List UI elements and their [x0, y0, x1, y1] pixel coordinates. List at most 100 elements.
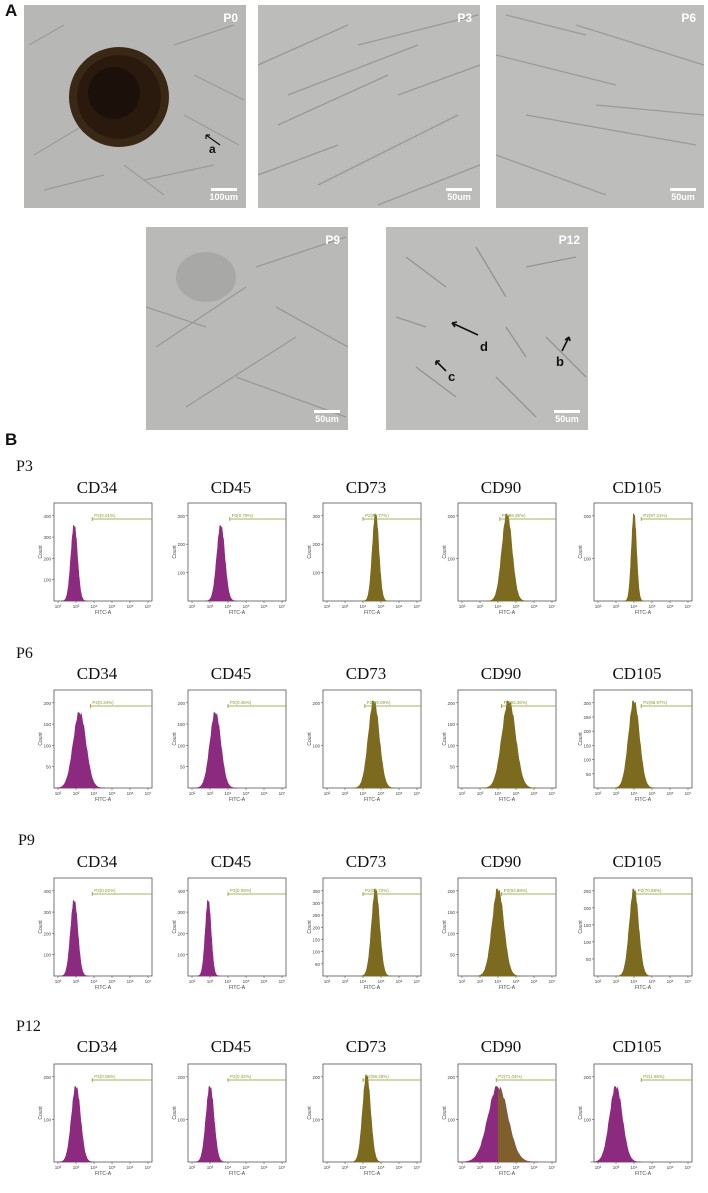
histogram-svg: 50 100 150 200 250 300 Count 10² 10³ 10⁴ 10⁵ 10⁶ 10⁷…	[578, 689, 693, 802]
passage-label: P6	[681, 11, 696, 25]
y-tick-label: 100	[312, 950, 320, 955]
y-tick-label: 200	[177, 701, 185, 706]
x-tick-label: 10²	[55, 604, 62, 609]
x-tick-label: 10⁶	[531, 791, 538, 796]
x-tick-label: 10²	[459, 1165, 466, 1170]
y-tick-label: 300	[312, 901, 320, 906]
y-tick-label: 100	[583, 758, 591, 763]
y-tick-label: 200	[43, 701, 51, 706]
gate-label: P2(97.21%)	[643, 513, 667, 518]
marker-title: CD105	[612, 664, 662, 683]
x-tick-label: 10⁶	[667, 791, 674, 796]
x-tick-label: 10⁶	[127, 791, 134, 796]
passage-row-label: P3	[16, 458, 33, 475]
y-tick-label: 100	[43, 1117, 51, 1122]
y-tick-label: 50	[315, 962, 321, 967]
y-tick-label: 100	[43, 578, 51, 583]
x-tick-label: 10⁵	[649, 791, 656, 796]
x-tick-label: 10⁷	[549, 604, 556, 609]
x-tick-label: 10²	[189, 1165, 196, 1170]
cell-texture	[24, 5, 246, 208]
histogram-svg: 100 200 300 400 Count 10² 10³ 10⁴ 10⁵ 10⁶ 10⁷ FITC-…	[172, 877, 287, 990]
y-tick-label: 200	[43, 1075, 51, 1080]
x-tick-label: 10⁷	[145, 1165, 152, 1170]
passage-label: P3	[457, 11, 472, 25]
y-axis-label: Count	[172, 732, 178, 746]
x-tick-label: 10⁵	[109, 791, 116, 796]
marker-title: CD34	[76, 478, 118, 497]
marker-title: CD34	[76, 852, 118, 871]
histogram-svg: 100 200 Count 10² 10³ 10⁴ 10⁵ 10⁶ 10⁷ FITC-A P2(0.…	[172, 1063, 287, 1176]
flow-histogram-p6-cd90: 50 100 150 200 Count 10² 10³ 10⁴ 10⁵ 10⁶ 10⁷ FITC-A…	[440, 684, 562, 802]
x-tick-label: 10⁶	[396, 791, 403, 796]
x-tick-label: 10²	[189, 979, 196, 984]
x-tick-label: 10³	[477, 979, 484, 984]
x-tick-label: 10⁶	[396, 604, 403, 609]
x-tick-label: 10⁷	[279, 791, 286, 796]
y-tick-label: 100	[312, 571, 320, 576]
x-axis-label: FITC-A	[229, 610, 246, 615]
x-tick-label: 10⁵	[109, 979, 116, 984]
x-tick-label: 10⁷	[685, 791, 692, 796]
x-tick-label: 10²	[324, 979, 331, 984]
y-tick-label: 150	[583, 923, 591, 928]
y-tick-label: 200	[312, 925, 320, 930]
x-tick-label: 10⁴	[495, 604, 502, 609]
y-axis-label: Count	[578, 1106, 584, 1120]
x-axis-label: FITC-A	[635, 610, 652, 615]
y-tick-label: 50	[46, 765, 52, 770]
y-tick-label: 100	[583, 556, 591, 561]
x-tick-label: 10⁶	[667, 979, 674, 984]
y-tick-label: 350	[312, 889, 320, 894]
histogram-peak	[350, 1074, 383, 1163]
x-tick-label: 10⁷	[145, 979, 152, 984]
x-tick-label: 10²	[595, 791, 602, 796]
y-tick-label: 250	[583, 715, 591, 720]
marker-title: CD45	[210, 478, 252, 497]
y-tick-label: 300	[177, 514, 185, 519]
histogram-svg: 100 200 300 400 Count 10² 10³ 10⁴ 10⁵ 10⁶ 10⁷ FITC-…	[38, 877, 153, 990]
y-tick-label: 200	[312, 1075, 320, 1080]
flow-histogram-p9-cd45: 100 200 300 400 Count 10² 10³ 10⁴ 10⁵ 10⁶ 10⁷ FITC-…	[170, 872, 292, 990]
y-axis-label: Count	[172, 920, 178, 934]
histogram-peak	[204, 525, 237, 602]
histogram-peak	[481, 700, 537, 789]
x-tick-label: 10⁵	[109, 1165, 116, 1170]
x-tick-label: 10⁶	[127, 979, 134, 984]
histogram-peak	[54, 712, 106, 789]
y-axis-label: Count	[172, 1106, 178, 1120]
x-tick-label: 10³	[613, 979, 620, 984]
gate-label: P2(1.95%)	[643, 1074, 665, 1079]
histogram-svg: 50 100 150 200 Count 10² 10³ 10⁴ 10⁵ 10⁶ 10⁷ FITC-A…	[38, 689, 153, 802]
flow-histogram-p6-cd45: 50 100 150 200 Count 10² 10³ 10⁴ 10⁵ 10⁶ 10⁷ FITC-A…	[170, 684, 292, 802]
histogram-peak	[60, 525, 88, 602]
histogram-peak	[57, 1086, 95, 1163]
x-tick-label: 10⁶	[261, 791, 268, 796]
y-tick-label: 200	[312, 701, 320, 706]
x-tick-label: 10⁷	[685, 1165, 692, 1170]
flow-histogram-p12-cd34: 100 200 Count 10² 10³ 10⁴ 10⁵ 10⁶ 10⁷ FITC-A P2(0.…	[36, 1058, 158, 1176]
marker-title: CD105	[612, 478, 662, 497]
marker-title: CD105	[612, 852, 662, 871]
gate-label: P2(99.72%)	[365, 888, 389, 893]
histogram-svg: 100 200 Count 10² 10³ 10⁴ 10⁵ 10⁶ 10⁷ FITC-A P2(99…	[307, 689, 422, 802]
y-tick-label: 300	[583, 701, 591, 706]
gate-label: P2(0.01%)	[94, 513, 116, 518]
flow-histogram-p3-cd45: 100 200 300 Count 10² 10³ 10⁴ 10⁵ 10⁶ 10⁷ FITC-A P2…	[170, 497, 292, 615]
y-tick-label: 300	[177, 910, 185, 915]
y-tick-label: 100	[447, 743, 455, 748]
y-tick-label: 200	[447, 701, 455, 706]
histogram-peak	[196, 899, 221, 977]
histogram-peak	[362, 513, 389, 602]
cell-texture	[146, 227, 348, 430]
histogram-peak	[59, 900, 89, 977]
x-tick-label: 10²	[55, 1165, 62, 1170]
y-tick-label: 200	[583, 729, 591, 734]
y-axis-label: Count	[442, 732, 448, 746]
x-tick-label: 10⁶	[261, 979, 268, 984]
x-tick-label: 10⁶	[261, 604, 268, 609]
x-axis-label: FITC-A	[635, 797, 652, 802]
x-tick-label: 10⁶	[667, 604, 674, 609]
x-tick-label: 10⁷	[145, 604, 152, 609]
x-tick-label: 10⁷	[685, 604, 692, 609]
